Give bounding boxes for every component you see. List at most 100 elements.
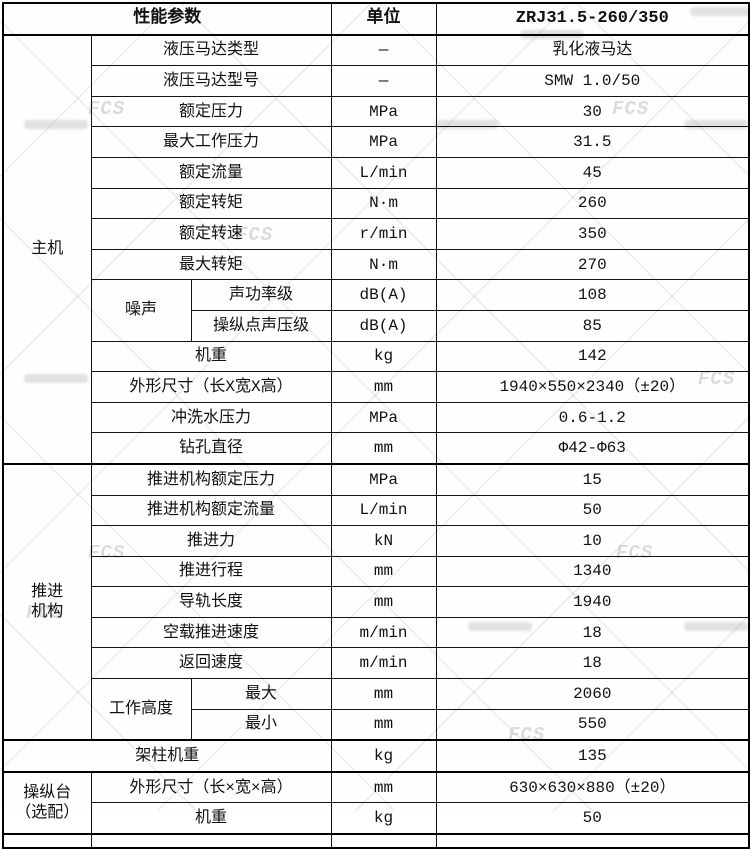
group-console-cell: 操纵台 （选配）: [2, 770, 92, 835]
motor-model-label: 液压马达型号: [90, 65, 332, 97]
group-work-height-cell: 工作高度: [90, 678, 192, 741]
feed-rated-flow-unit: L/min: [330, 494, 437, 527]
rated-torque-label: 额定转矩: [90, 187, 332, 220]
rail-length-value: 1940: [435, 586, 750, 618]
motor-type-unit: —: [330, 34, 437, 67]
rated-speed-label: 额定转速: [90, 218, 332, 250]
feed-stroke-unit: mm: [330, 555, 437, 588]
table-row: 额定流量 L/min 45: [3, 156, 750, 189]
feed-rated-flow-value: 50: [435, 494, 750, 527]
group-feed-line2: 机构: [31, 603, 64, 622]
header-unit-cell: 单位: [330, 2, 437, 36]
max-working-pressure-label: 最大工作压力: [90, 126, 332, 158]
rated-speed-unit: r/min: [330, 218, 437, 250]
table-row: 液压马达型号 — SMW 1.0/50: [3, 65, 750, 97]
feed-stroke-value: 1340: [435, 555, 750, 588]
feed-force-label: 推进力: [90, 525, 332, 557]
max-torque-unit: N·m: [330, 248, 437, 281]
rail-length-label: 导轨长度: [90, 586, 332, 618]
feed-force-unit: kN: [330, 525, 437, 557]
work-height-min-unit: mm: [330, 708, 437, 741]
dimensions-label: 外形尺寸（长X宽X高）: [90, 371, 332, 403]
table-row: 架柱机重 kg 135: [2, 739, 750, 773]
work-height-min-value: 550: [435, 708, 750, 741]
group-main-cell: 主机: [2, 34, 92, 465]
sound-power-value: 108: [435, 279, 750, 311]
sound-pressure-label: 操纵点声压级: [190, 309, 332, 342]
no-load-feed-speed-unit: m/min: [330, 616, 437, 649]
max-working-pressure-unit: MPa: [330, 126, 437, 158]
motor-model-unit: —: [330, 65, 437, 97]
group-feed-line1: 推进: [31, 583, 64, 602]
console-dimensions-label: 外形尺寸（长×宽×高）: [90, 770, 332, 804]
rated-torque-unit: N·m: [330, 187, 437, 220]
rated-pressure-unit: MPa: [330, 95, 437, 128]
group-console-line2: （选配）: [15, 803, 80, 822]
sound-pressure-value: 85: [435, 309, 750, 342]
table-row: 返回速度 m/min 18: [3, 647, 750, 680]
no-load-feed-speed-value: 18: [435, 616, 750, 649]
flush-water-pressure-value: 0.6-1.2: [435, 401, 750, 434]
group-feed-cell: 推进 机构: [2, 462, 92, 741]
console-weight-label: 机重: [90, 802, 332, 835]
table-row: 空载推进速度 m/min 18: [3, 616, 750, 649]
rated-flow-unit: L/min: [330, 156, 437, 189]
machine-weight-unit: kg: [330, 340, 437, 373]
rated-flow-value: 45: [435, 156, 750, 189]
work-height-max-value: 2060: [435, 678, 750, 710]
rated-speed-value: 350: [435, 218, 750, 250]
motor-type-value: 乳化液马达: [435, 34, 750, 67]
table-row: 推进行程 mm 1340: [3, 555, 750, 588]
feed-rated-pressure-unit: MPa: [330, 462, 437, 496]
table-row: 操纵台 （选配） 外形尺寸（长×宽×高） mm 630×630×880（±20）: [2, 770, 750, 835]
sound-power-label: 声功率级: [190, 279, 332, 311]
bore-diameter-unit: mm: [330, 432, 437, 465]
table-row: 噪声 声功率级 dB(A) 108: [3, 279, 750, 342]
console-weight-value: 50: [435, 802, 750, 835]
work-height-max-unit: mm: [330, 678, 437, 710]
feed-rated-flow-label: 推进机构额定流量: [90, 494, 332, 527]
table-row: 机重 kg 50: [3, 802, 750, 835]
no-load-feed-speed-label: 空载推进速度: [90, 616, 332, 649]
table-row: 外形尺寸（长X宽X高） mm 1940×550×2340（±20）: [3, 371, 750, 403]
frame-weight-label: 架柱机重: [2, 739, 332, 773]
table-row: 冲洗水压力 MPa 0.6-1.2: [3, 401, 750, 434]
frame-weight-value: 135: [435, 739, 750, 773]
table-row: 额定转矩 N·m 260: [3, 187, 750, 220]
feed-force-value: 10: [435, 525, 750, 557]
work-height-min-label: 最小: [190, 708, 332, 741]
cutoff-group-cell: [2, 833, 92, 849]
group-console-line1: 操纵台: [23, 783, 72, 802]
feed-rated-pressure-value: 15: [435, 462, 750, 496]
table-row: 最大转矩 N·m 270: [3, 248, 750, 281]
table-row: 主机 液压马达类型 — 乳化液马达: [2, 34, 750, 465]
return-speed-unit: m/min: [330, 647, 437, 680]
console-weight-unit: kg: [330, 802, 437, 835]
return-speed-label: 返回速度: [90, 647, 332, 680]
flush-water-pressure-unit: MPa: [330, 401, 437, 434]
header-param-cell: 性能参数: [2, 2, 332, 36]
bore-diameter-value: Φ42-Φ63: [435, 432, 750, 465]
cutoff-label-cell: [90, 833, 332, 849]
rated-pressure-value: 30: [435, 95, 750, 128]
rated-flow-label: 额定流量: [90, 156, 332, 189]
rail-length-unit: mm: [330, 586, 437, 618]
table-row: 额定压力 MPa 30: [3, 95, 750, 128]
table-row: 推进力 kN 10: [3, 525, 750, 557]
machine-weight-value: 142: [435, 340, 750, 373]
sound-pressure-unit: dB(A): [330, 309, 437, 342]
max-torque-value: 270: [435, 248, 750, 281]
max-torque-label: 最大转矩: [90, 248, 332, 281]
rated-torque-value: 260: [435, 187, 750, 220]
header-model-cell: ZRJ31.5-260/350: [435, 2, 750, 36]
motor-type-label: 液压马达类型: [90, 34, 332, 67]
cutoff-unit-cell: [330, 833, 437, 849]
motor-model-value: SMW 1.0/50: [435, 65, 750, 97]
table-row: 最大工作压力 MPa 31.5: [3, 126, 750, 158]
feed-stroke-label: 推进行程: [90, 555, 332, 588]
work-height-max-label: 最大: [190, 678, 332, 710]
table-header-row: 性能参数 单位 ZRJ31.5-260/350: [2, 2, 750, 36]
feed-rated-pressure-label: 推进机构额定压力: [90, 462, 332, 496]
table-row: 导轨长度 mm 1940: [3, 586, 750, 618]
